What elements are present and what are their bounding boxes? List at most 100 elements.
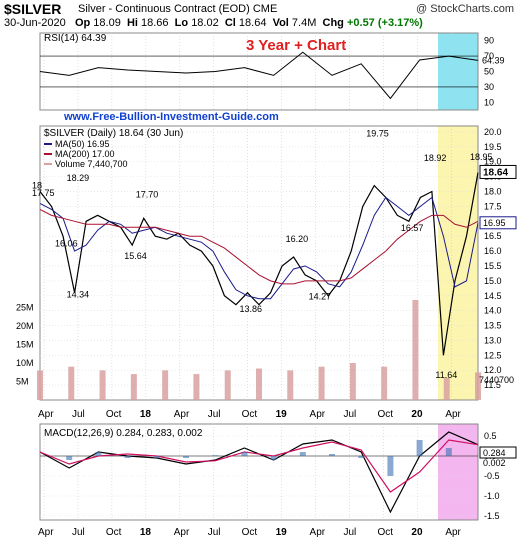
x-tick-label-mid: Oct: [106, 409, 122, 420]
volume-bar: [475, 372, 481, 400]
price-annotation: 15.64: [124, 251, 147, 261]
price-tick-label: 13.0: [484, 335, 502, 345]
x-tick-label-bottom: Oct: [242, 527, 258, 538]
rsi-line: [39, 51, 479, 100]
x-tick-label-mid: Jul: [72, 409, 85, 420]
volume-bar: [162, 370, 169, 400]
ma50-line: [39, 196, 479, 300]
price-tick-label: 17.5: [484, 201, 502, 211]
x-tick-label-bottom: Jul: [208, 527, 221, 538]
macd-value-1: 0.284: [483, 448, 506, 458]
x-tick-label-bottom: Apr: [38, 527, 54, 538]
price-annotation: 19.75: [366, 128, 389, 138]
price-annotation: 16.20: [286, 234, 309, 244]
macd-histogram-bar: [329, 454, 335, 456]
legend-entry: MA(200) 17.00: [55, 149, 115, 159]
price-tick-label: 16.5: [484, 231, 502, 241]
x-tick-label-bottom: Oct: [377, 527, 393, 538]
x-tick-label-bottom: Apr: [310, 527, 326, 538]
volume-last-value: 7440700: [479, 375, 514, 385]
brand-watermark: @ StockCharts.com: [416, 3, 514, 15]
overlay-site-link: www.Free-Bullion-Investment-Guide.com: [63, 111, 279, 123]
price-last-value: 18.64: [483, 167, 508, 178]
macd-histogram-bar: [270, 456, 277, 460]
x-tick-label-mid: Jul: [208, 409, 221, 420]
volume-bar: [99, 370, 106, 400]
x-tick-label-bottom: 18: [140, 527, 152, 538]
rsi-tick-label: 70: [484, 51, 494, 61]
volume-tick-label: 20M: [16, 321, 34, 331]
volume-bar: [318, 366, 325, 400]
x-tick-label-mid: Oct: [242, 409, 258, 420]
price-annotation: 16.06: [55, 238, 78, 248]
price-tick-label: 14.0: [484, 306, 502, 316]
open-label: Op: [74, 17, 91, 29]
symbol-title: $SILVER: [4, 1, 62, 17]
x-tick-label-bottom: Apr: [174, 527, 190, 538]
price-tick-label: 13.5: [484, 321, 502, 331]
volume-bar: [256, 368, 262, 400]
description-text: Silver - Continuous Contract (EOD): [78, 3, 250, 15]
x-tick-label-bottom: 20: [411, 527, 423, 538]
macd-tick-label: -1.5: [484, 511, 500, 521]
volume-bar: [349, 362, 356, 400]
exchange-text: CME: [252, 3, 278, 15]
price-annotation: 11.64: [435, 370, 457, 380]
x-tick-label-mid: Apr: [38, 409, 54, 420]
price-tick-label: 16.0: [484, 246, 502, 256]
price-tick-label: 11.5: [484, 380, 501, 390]
price-annotation: 16.57: [401, 223, 424, 233]
open-value: 18.09: [93, 17, 121, 29]
close-value: 18.64: [238, 17, 267, 29]
volume-value: 7.4M: [291, 17, 317, 29]
ma-last-value: 16.95: [483, 218, 506, 228]
high-label: Hi: [126, 17, 138, 29]
rsi-last-value: 64.39: [482, 55, 505, 65]
price-tick-label: 15.0: [484, 276, 502, 286]
overlay-chart-title: 3 Year + Chart: [246, 37, 346, 54]
x-tick-label-bottom: Oct: [106, 527, 122, 538]
macd-value-2: 0.002: [483, 458, 506, 468]
price-tick-label: 20.0: [484, 127, 502, 137]
price-tick-label: 19.0: [484, 157, 502, 167]
volume-bar: [68, 366, 75, 400]
price-tick-label: 12.0: [484, 365, 502, 375]
macd-histogram-bar: [358, 456, 365, 458]
price-highlight-band: [438, 126, 478, 400]
rsi-tick-label: 50: [484, 67, 494, 77]
macd-tick-label: -1.0: [484, 491, 500, 501]
macd-histogram-bar: [212, 455, 219, 456]
price-tick-label: 19.5: [484, 142, 502, 152]
x-tick-label-mid: 19: [276, 409, 288, 420]
volume-tick-label: 5M: [16, 376, 29, 386]
legend-entry: Volume 7,440,700: [55, 159, 128, 169]
macd-histogram-bar: [387, 456, 394, 476]
volume-bar: [193, 374, 200, 400]
macd-highlight-band: [438, 424, 478, 520]
macd-line: [39, 431, 479, 514]
macd-histogram-bar: [445, 448, 452, 456]
ma200-line: [39, 208, 479, 285]
price-annotation: 17.70: [136, 189, 159, 199]
price-last-value-box: [479, 164, 517, 179]
price-annotation: 18.92: [424, 153, 447, 163]
macd-tick-label: -0.5: [484, 471, 500, 481]
x-tick-label-mid: Apr: [174, 409, 190, 420]
price-annotation: 18.95: [470, 152, 493, 162]
price-title: $SILVER (Daily) 18.64 (30 Jun): [44, 128, 183, 139]
price-annotation: 13.86: [239, 304, 262, 314]
volume-bar: [443, 377, 450, 400]
volume-tick-label: 15M: [16, 339, 34, 349]
chart-header: $SILVER Silver - Continuous Contract (EO…: [0, 0, 520, 34]
low-value: 18.02: [191, 17, 219, 29]
macd-signal-line: [39, 439, 479, 493]
price-tick-label: 15.5: [484, 261, 502, 271]
price-annotation: 14.34: [67, 290, 90, 300]
price-annotation: 14.27: [309, 292, 332, 302]
legend-entry: MA(50) 16.95: [55, 139, 110, 149]
high-value: 18.66: [141, 17, 169, 29]
volume-bar: [224, 370, 231, 400]
macd-histogram-bar: [183, 456, 189, 458]
price-annotation: 17.75: [32, 188, 55, 198]
